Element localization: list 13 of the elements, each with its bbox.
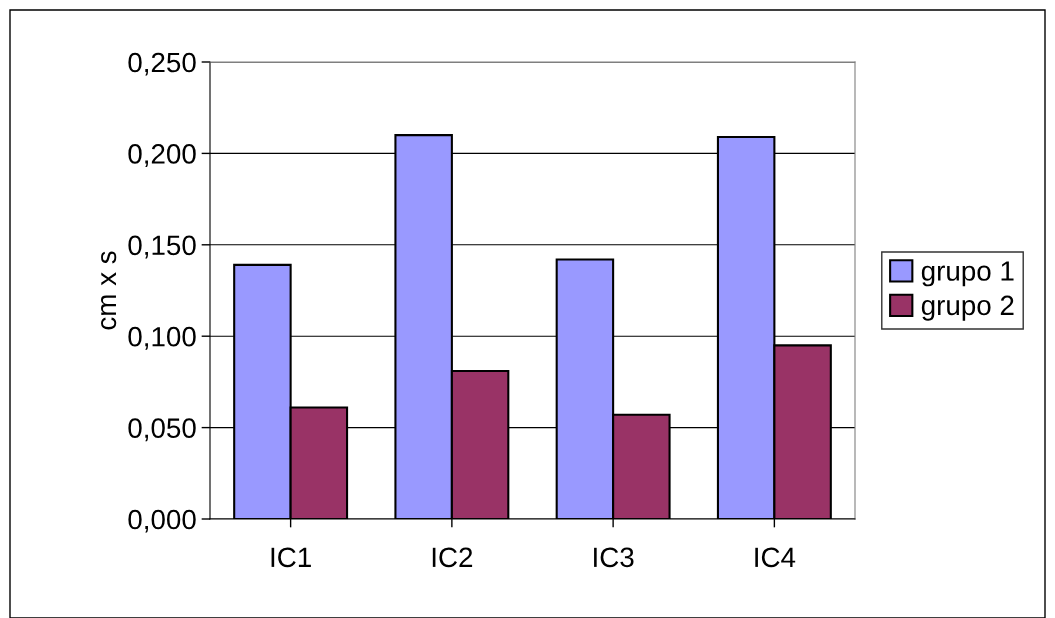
legend-label: grupo 1 bbox=[921, 261, 1014, 287]
y-tick-label: 0,250 bbox=[128, 52, 196, 76]
y-tick-label: 0,200 bbox=[128, 144, 196, 168]
legend-label: grupo 2 bbox=[921, 295, 1014, 321]
x-tick-label: IC3 bbox=[594, 547, 634, 568]
y-axis-title: cm x s bbox=[101, 251, 117, 330]
y-tick-label: 0,050 bbox=[128, 418, 196, 442]
y-tick-label: 0,000 bbox=[128, 509, 196, 533]
x-tick-label: IC2 bbox=[432, 547, 473, 568]
x-tick-label: IC1 bbox=[271, 547, 311, 568]
y-tick-label: 0,100 bbox=[128, 326, 196, 350]
y-tick-label: 0,150 bbox=[128, 235, 196, 259]
x-tick-label: IC4 bbox=[755, 547, 796, 568]
